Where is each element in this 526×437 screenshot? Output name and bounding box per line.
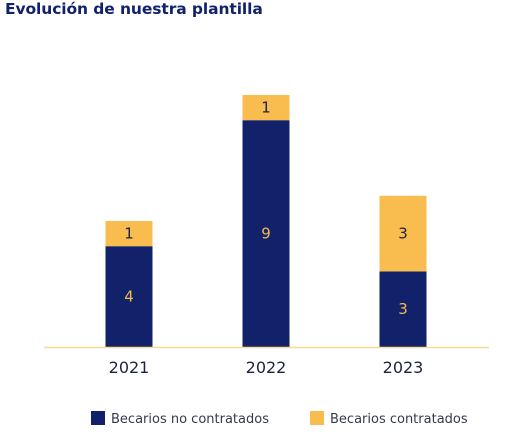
bar-2022-series-0 bbox=[242, 120, 290, 347]
bar-value-label: 3 bbox=[398, 300, 408, 318]
legend-swatch bbox=[310, 411, 324, 425]
legend-label: Becarios no contratados bbox=[111, 412, 269, 427]
legend-label: Becarios contratados bbox=[330, 412, 468, 427]
bar-value-label: 9 bbox=[261, 225, 271, 243]
bar-2022-series-1 bbox=[242, 95, 290, 121]
x-tick-label: 2021 bbox=[109, 358, 150, 377]
bar-value-label: 3 bbox=[398, 225, 408, 243]
legend-swatch bbox=[91, 411, 105, 425]
bar-2023-series-1 bbox=[379, 195, 427, 272]
bar-2023-series-0 bbox=[379, 271, 427, 347]
bar-2021-series-0 bbox=[105, 246, 153, 347]
x-tick-label: 2022 bbox=[246, 358, 287, 377]
bar-2021-series-1 bbox=[105, 221, 153, 247]
legend: Becarios no contratados Becarios contrata… bbox=[91, 411, 468, 427]
chart-title: Evolución de nuestra plantilla bbox=[5, 0, 263, 18]
bar-value-label: 1 bbox=[124, 225, 134, 243]
bars-group: 4 1 9 1 3 3 bbox=[105, 95, 427, 347]
bar-value-label: 1 bbox=[261, 99, 271, 117]
x-tick-labels: 2021 2022 2023 bbox=[109, 358, 424, 377]
x-tick-label: 2023 bbox=[383, 358, 424, 377]
bar-value-label: 4 bbox=[124, 288, 134, 306]
